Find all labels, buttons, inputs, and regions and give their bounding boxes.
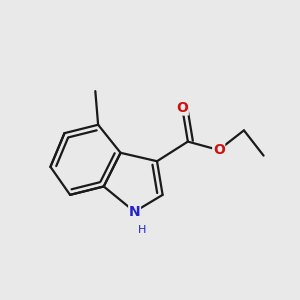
Text: H: H (137, 225, 146, 235)
Text: O: O (213, 143, 225, 157)
Text: N: N (129, 205, 140, 219)
Text: O: O (176, 101, 188, 115)
